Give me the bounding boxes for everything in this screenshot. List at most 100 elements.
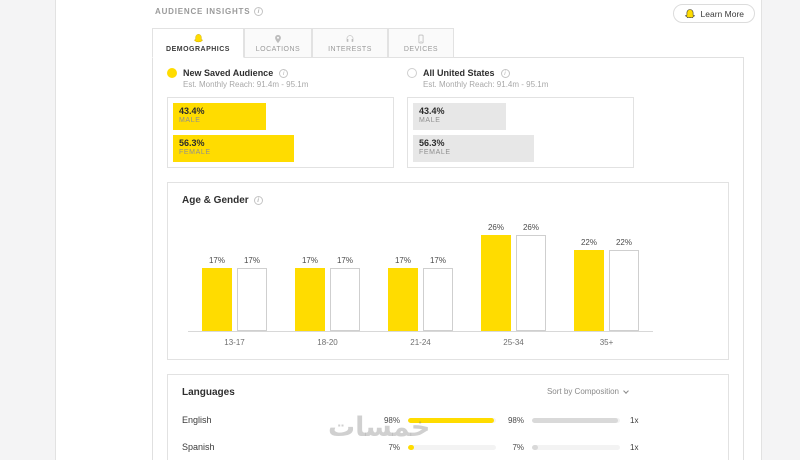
bar-value-label: 17% [394, 256, 411, 266]
bar-selected-audience [388, 268, 418, 331]
audience-reach: Est. Monthly Reach: 91.4m - 95.1m [423, 80, 549, 89]
bar-group-35+: 22% 22% [560, 220, 653, 331]
composition-ratio: 1x [630, 415, 639, 425]
gender-row-female: 56.3% FEMALE [173, 135, 388, 162]
bar-value-label: 17% [208, 256, 225, 266]
learn-more-label: Learn More [700, 8, 744, 19]
bar-value-label: 22% [580, 237, 597, 247]
ghost-icon [193, 33, 204, 44]
bar-value-label: 17% [429, 256, 446, 266]
selected-bar-track [408, 444, 496, 450]
map-pin-icon [273, 33, 283, 44]
sort-by-composition-dropdown[interactable]: Sort by Composition [547, 387, 629, 396]
bar-value-label: 26% [487, 222, 504, 232]
tab-bar: DEMOGRAPHICS LOCATIONS INTERESTS DEVICES [152, 28, 744, 58]
info-icon[interactable] [253, 196, 263, 205]
bar-selected-audience [481, 234, 511, 331]
tab-label: DEMOGRAPHICS [166, 46, 230, 53]
page-title-text: AUDIENCE INSIGHTS [155, 7, 251, 16]
bar-comparison-audience [609, 249, 639, 331]
selected-bar-fill [408, 444, 415, 450]
male-label: MALE [179, 117, 201, 124]
bar-selected-audience [295, 268, 325, 331]
languages-title: Languages [182, 387, 235, 398]
x-axis-label: 21-24 [410, 338, 431, 347]
bar-group-21-24: 17% 17% [374, 220, 467, 331]
headphones-icon [345, 33, 355, 44]
selected-radio-dot[interactable] [167, 68, 177, 78]
bar-group-13-17: 17% 17% [188, 220, 281, 331]
comparison-bar-track [532, 444, 620, 450]
x-axis-label: 25-34 [503, 338, 524, 347]
chevron-down-icon [623, 387, 629, 394]
bar-value-label: 22% [615, 237, 632, 247]
selected-bar-track [408, 417, 496, 423]
age-gender-chart: 17% 17% 17% 17% 17% 17% 26% 26% 22% 22% 13-17 18-2… [188, 220, 653, 347]
audience-name: New Saved Audience [183, 68, 274, 78]
tab-label: INTERESTS [328, 46, 372, 53]
comparison-radio-dot[interactable] [407, 68, 417, 78]
bar-comparison-audience [237, 268, 267, 331]
language-row-english: English 98% 98% 1x [182, 415, 714, 425]
language-name: English [182, 415, 212, 425]
comparison-bar-fill [532, 444, 539, 450]
tab-label: DEVICES [403, 46, 439, 53]
male-bar [173, 103, 267, 130]
female-percent: 56.3% [179, 138, 205, 148]
bar-value-label: 17% [336, 256, 353, 266]
language-name: Spanish [182, 442, 215, 452]
bar-value-label: 26% [522, 222, 539, 232]
phone-icon [416, 33, 426, 44]
x-axis-label: 35+ [599, 338, 614, 347]
selected-percent: 98% [383, 415, 400, 425]
gender-section: 43.4% MALE 56.3% FEMALE [167, 97, 729, 168]
bar-group-25-34: 26% 26% [467, 220, 560, 331]
age-gender-xlabels: 13-17 18-20 21-24 25-34 35+ [188, 338, 653, 347]
comparison-percent: 7% [512, 442, 524, 452]
comparison-bar-fill [532, 417, 619, 423]
gender-panel-selected: 43.4% MALE 56.3% FEMALE [167, 97, 394, 168]
female-bar [413, 135, 535, 162]
gender-row-female: 56.3% FEMALE [413, 135, 628, 162]
page-title: AUDIENCE INSIGHTS [155, 7, 264, 16]
audience-selected[interactable]: New Saved Audience Est. Monthly Reach: 9… [167, 68, 407, 89]
watermark: خمسات [328, 412, 431, 443]
comparison-bar-track [532, 417, 620, 423]
tab-demographics[interactable]: DEMOGRAPHICS [152, 28, 244, 58]
male-percent: 43.4% [419, 106, 445, 116]
bar-selected-audience [574, 249, 604, 331]
audience-selector: New Saved Audience Est. Monthly Reach: 9… [167, 68, 729, 89]
audience-name: All United States [423, 68, 495, 78]
info-icon[interactable] [500, 68, 510, 78]
age-gender-plot: 17% 17% 17% 17% 17% 17% 26% 26% 22% 22% [188, 220, 653, 332]
insights-module: DEMOGRAPHICS LOCATIONS INTERESTS DEVICES [152, 28, 744, 460]
demographics-panel: New Saved Audience Est. Monthly Reach: 9… [152, 57, 744, 460]
gender-panel-comparison: 43.4% MALE 56.3% FEMALE [407, 97, 634, 168]
selected-bar-fill [408, 417, 495, 423]
ghost-icon [684, 8, 696, 19]
audience-comparison[interactable]: All United States Est. Monthly Reach: 91… [407, 68, 647, 89]
languages-panel: Languages Sort by Composition English 98… [167, 374, 729, 460]
bar-selected-audience [202, 268, 232, 331]
bar-comparison-audience [516, 234, 546, 331]
female-bar [173, 135, 295, 162]
composition-ratio: 1x [630, 442, 639, 452]
female-label: FEMALE [179, 149, 211, 156]
female-label: FEMALE [419, 149, 451, 156]
selected-percent: 7% [388, 442, 400, 452]
info-icon[interactable] [254, 7, 264, 16]
age-gender-title: Age & Gender [182, 195, 249, 206]
tab-locations[interactable]: LOCATIONS [244, 28, 312, 58]
tab-interests[interactable]: INTERESTS [312, 28, 388, 58]
male-percent: 43.4% [179, 106, 205, 116]
tab-label: LOCATIONS [255, 46, 301, 53]
male-label: MALE [419, 117, 441, 124]
tab-devices[interactable]: DEVICES [388, 28, 454, 58]
info-icon[interactable] [279, 68, 289, 78]
bar-value-label: 17% [301, 256, 318, 266]
gender-row-male: 43.4% MALE [413, 103, 628, 130]
gender-row-male: 43.4% MALE [173, 103, 388, 130]
x-axis-label: 18-20 [317, 338, 338, 347]
comparison-percent: 98% [507, 415, 524, 425]
learn-more-button[interactable]: Learn More [672, 4, 755, 23]
